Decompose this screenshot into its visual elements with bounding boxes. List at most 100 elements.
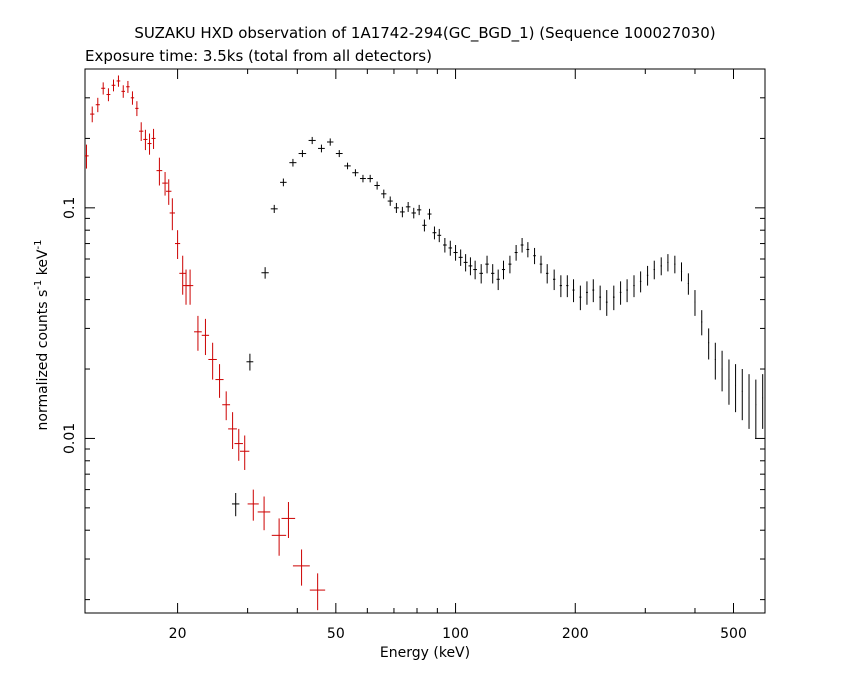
data-point — [387, 196, 393, 206]
data-point — [660, 257, 662, 276]
data-series — [85, 75, 764, 611]
data-point — [508, 255, 512, 274]
data-point — [545, 264, 549, 284]
data-point — [559, 275, 562, 298]
series-0 — [231, 136, 764, 517]
data-point — [201, 318, 210, 356]
data-point — [539, 255, 543, 274]
data-point — [208, 342, 217, 380]
y-axis-label-exp2: -1 — [33, 240, 44, 250]
data-point — [106, 88, 111, 102]
data-point — [90, 106, 95, 123]
x-tick-label: 200 — [562, 626, 589, 642]
data-point — [422, 219, 427, 232]
data-point — [101, 82, 106, 95]
data-point — [496, 269, 500, 291]
data-point — [400, 206, 405, 218]
data-point — [514, 244, 518, 261]
data-point — [126, 80, 130, 93]
data-point — [318, 144, 325, 153]
data-point — [247, 489, 259, 521]
data-point — [458, 249, 463, 266]
data-point — [762, 374, 764, 429]
data-point — [246, 353, 254, 371]
y-tick-label: 0.01 — [62, 423, 78, 454]
data-point — [437, 228, 442, 243]
data-point — [326, 138, 334, 146]
data-point — [121, 85, 126, 98]
axis-tick-labels: 20 50 100 200 500 0.1 0.01 — [62, 197, 747, 642]
data-point — [526, 242, 530, 258]
data-point — [453, 244, 458, 261]
data-point — [222, 391, 231, 421]
data-point — [174, 230, 181, 259]
data-point — [130, 91, 135, 105]
data-point — [352, 169, 359, 177]
data-point — [308, 136, 316, 145]
data-point — [374, 181, 380, 190]
x-axis-label: Energy (keV) — [380, 645, 470, 661]
data-point — [135, 101, 139, 117]
y-tick-label: 0.1 — [62, 197, 78, 219]
data-point — [427, 208, 432, 220]
data-point — [271, 518, 287, 556]
data-point — [298, 150, 307, 158]
x-tick-label: 100 — [442, 626, 469, 642]
data-point — [566, 275, 569, 298]
data-point — [359, 174, 366, 183]
data-point — [701, 310, 703, 336]
data-point — [139, 122, 144, 141]
data-point — [653, 260, 655, 280]
data-point — [156, 157, 163, 186]
y-axis-label-unit: keV — [35, 249, 51, 280]
data-point — [605, 290, 608, 316]
data-point — [463, 254, 468, 272]
plot-frame — [84, 68, 766, 614]
chart-title: SUZAKU HXD observation of 1A1742-294(GC_… — [134, 24, 715, 43]
chart-subtitle: Exposure time: 3.5ks (total from all det… — [85, 47, 432, 65]
data-point — [116, 75, 121, 87]
data-point — [228, 412, 237, 449]
data-point — [411, 207, 416, 219]
series-1 — [85, 75, 326, 611]
data-point — [533, 247, 536, 265]
data-point — [292, 549, 310, 586]
data-point — [599, 285, 602, 311]
data-point — [612, 285, 615, 311]
data-point — [393, 202, 399, 213]
data-point — [572, 279, 575, 303]
data-point — [111, 79, 116, 92]
data-point — [473, 260, 477, 280]
data-point — [680, 262, 683, 282]
y-axis-label-exp1: -1 — [33, 280, 44, 290]
data-point — [728, 359, 730, 405]
data-point — [194, 315, 202, 351]
data-point — [674, 255, 676, 274]
x-tick-label: 50 — [327, 626, 345, 642]
data-point — [443, 237, 447, 253]
data-point — [143, 129, 148, 151]
data-point — [501, 260, 506, 280]
data-point — [162, 172, 168, 196]
data-point — [633, 275, 635, 298]
data-point — [646, 265, 649, 286]
data-point — [95, 97, 100, 113]
data-point — [619, 281, 622, 305]
data-point — [381, 189, 387, 199]
data-point — [687, 273, 689, 295]
data-point — [585, 281, 588, 305]
data-point — [755, 379, 757, 439]
data-point — [215, 364, 224, 398]
data-point — [448, 240, 453, 256]
data-point — [579, 285, 582, 311]
data-point — [165, 179, 172, 205]
data-point — [289, 158, 297, 167]
data-point — [151, 128, 156, 149]
data-point — [639, 271, 642, 293]
data-point — [186, 269, 194, 305]
data-point — [335, 150, 343, 158]
data-point — [239, 435, 250, 470]
data-point — [309, 573, 326, 611]
data-point — [741, 369, 743, 421]
